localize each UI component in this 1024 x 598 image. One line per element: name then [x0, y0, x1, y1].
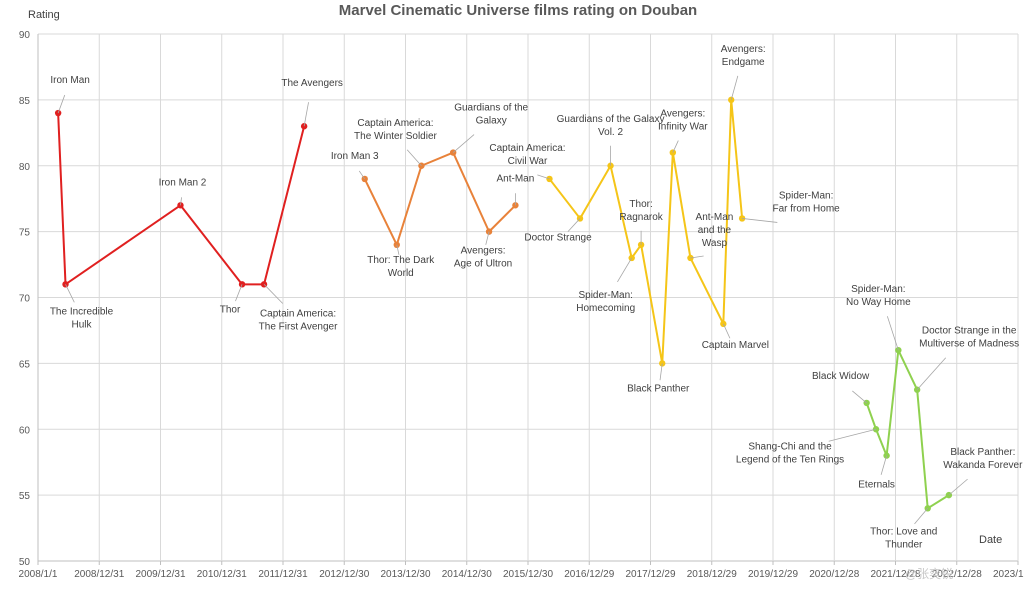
y-tick-label: 85 — [19, 96, 31, 107]
point-label: Avengers: Infinity War — [658, 109, 708, 133]
leader-line — [406, 149, 422, 167]
point-label: Eternals — [858, 480, 895, 491]
y-tick-label: 55 — [19, 491, 31, 502]
point-label: Doctor Strange in the Multiverse of Madne… — [919, 326, 1019, 350]
leader-line — [916, 357, 947, 390]
leader-line — [65, 284, 75, 303]
x-tick-label: 2009/12/31 — [135, 569, 185, 580]
y-tick-label: 75 — [19, 228, 31, 239]
data-point — [720, 320, 727, 328]
x-tick-label: 2008/12/31 — [74, 569, 124, 580]
point-label: Thor — [220, 304, 241, 315]
x-tick-label: 2012/12/30 — [319, 569, 369, 580]
x-tick-label: 2008/1/1 — [19, 569, 58, 580]
point-label: Thor: Love and Thunder — [870, 526, 937, 550]
y-tick-label: 50 — [19, 557, 31, 568]
point-label: Captain America: Civil War — [489, 143, 565, 167]
y-tick-label: 60 — [19, 425, 31, 436]
series-line — [363, 151, 517, 246]
point-label: Avengers: Endgame — [721, 44, 766, 68]
leader-line — [722, 323, 731, 339]
x-tick-label: 2019/12/29 — [748, 569, 798, 580]
x-tick-label: 2017/12/29 — [625, 569, 675, 580]
leader-line — [672, 140, 679, 153]
point-label: Captain Marvel — [702, 340, 769, 351]
leader-line — [57, 94, 66, 114]
leader-line — [948, 478, 968, 496]
leader-line — [742, 218, 778, 223]
point-label: Shang-Chi and the Legend of the Ten Rings — [736, 441, 844, 465]
x-tick-label: 2015/12/30 — [503, 569, 553, 580]
x-tick-label: 2011/12/31 — [258, 569, 308, 580]
point-label: Captain America: The Winter Soldier — [354, 118, 437, 142]
data-point — [300, 123, 308, 130]
leader-line — [263, 284, 284, 304]
y-tick-label: 90 — [19, 30, 31, 41]
point-label: The Incredible Hulk — [50, 306, 114, 330]
y-tick-label: 65 — [19, 359, 31, 370]
point-label: Thor: The Dark World — [367, 255, 435, 279]
y-axis-label: Rating — [28, 9, 60, 21]
leader-line — [880, 455, 887, 475]
watermark-text: @张奕锐 — [905, 566, 953, 581]
point-label: Iron Man 2 — [159, 177, 207, 188]
leader-line — [537, 174, 550, 180]
leader-line — [485, 231, 490, 245]
x-tick-label: 2018/12/29 — [687, 569, 737, 580]
x-tick-label: 2021/12/28 — [870, 569, 920, 580]
leader-line — [180, 197, 182, 206]
data-point — [883, 452, 890, 459]
point-label: Guardians of the Galaxy Vol. 2 — [557, 114, 665, 138]
point-label: Thor: Ragnarok — [619, 199, 663, 223]
x-axis-label: Date — [979, 534, 1002, 546]
leader-line — [452, 134, 475, 153]
leader-line — [828, 428, 877, 442]
point-label: Black Widow — [812, 371, 870, 382]
point-label: Iron Man 3 — [331, 151, 379, 162]
point-label: Avengers: Age of Ultron — [454, 246, 512, 270]
leader-line — [886, 316, 899, 351]
leader-line — [852, 390, 867, 404]
series-line — [57, 113, 306, 286]
leader-line — [396, 244, 400, 255]
leader-line — [617, 257, 633, 283]
point-label: Guardians of the Galaxy — [454, 103, 528, 127]
x-tick-label: 2014/12/30 — [442, 569, 492, 580]
leader-line — [358, 170, 366, 180]
leader-line — [730, 75, 739, 100]
leader-line — [303, 102, 309, 127]
leader-line — [567, 218, 581, 232]
point-label: Doctor Strange — [524, 232, 592, 243]
x-tick-label: 2023/12/28 — [993, 569, 1024, 580]
x-tick-label: 2022/12/28 — [932, 569, 982, 580]
point-label: Spider-Man: Far from Home — [773, 190, 841, 214]
point-label: The Avengers — [281, 78, 343, 89]
x-tick-label: 2016/12/29 — [564, 569, 614, 580]
point-label: Black Panther: Wakanda Forever — [943, 447, 1023, 471]
x-tick-label: 2010/12/31 — [197, 569, 247, 580]
point-label: Iron Man — [50, 75, 89, 86]
point-label: Spider-Man: Homecoming — [576, 290, 635, 314]
leader-line — [659, 363, 663, 381]
y-tick-label: 70 — [19, 294, 31, 305]
x-tick-label: 2013/12/30 — [380, 569, 430, 580]
point-label: Captain America: The First Avenger — [259, 308, 338, 332]
point-label: Ant-Man — [497, 173, 535, 184]
point-label: Black Panther — [627, 383, 690, 394]
x-tick-label: 2020/12/28 — [809, 569, 859, 580]
leader-line — [690, 255, 704, 259]
chart-title: Marvel Cinematic Universe films rating o… — [339, 2, 697, 19]
leader-line — [914, 508, 929, 525]
point-label: Spider-Man: No Way Home — [846, 284, 911, 308]
y-tick-label: 80 — [19, 162, 31, 173]
point-label: Ant-Man and the Wasp — [696, 212, 734, 249]
leader-line — [235, 284, 243, 302]
